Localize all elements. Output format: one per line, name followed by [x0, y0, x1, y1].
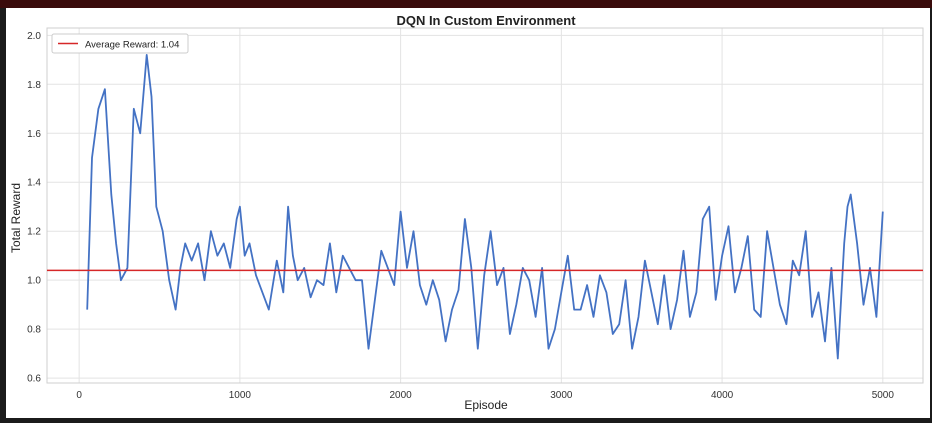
legend-label-average-reward: Average Reward: 1.04	[85, 40, 179, 51]
y-tick-label: 1.8	[27, 80, 41, 91]
window-top-bar	[0, 0, 932, 8]
y-tick-label: 1.6	[27, 129, 41, 140]
y-tick-label: 0.8	[27, 325, 41, 336]
legend: Average Reward: 1.04	[51, 33, 189, 54]
y-tick-label: 1.2	[27, 227, 41, 238]
x-axis-label: Episode	[464, 398, 508, 412]
y-tick-label: 1.4	[27, 178, 41, 189]
y-tick-label: 0.6	[27, 374, 41, 385]
y-axis-ticks: 0.6 0.8 1.0 1.2 1.4 1.6 1.8 2.0	[27, 31, 41, 385]
line-chart: DQN In Custom Environment 0 1000 2000 3000 4…	[9, 13, 924, 412]
y-axis-label: Total Reward	[9, 183, 23, 253]
grid	[47, 28, 923, 383]
x-tick-label: 1000	[229, 390, 252, 401]
series-line-total-reward	[86, 54, 884, 360]
x-axis-ticks: 0 1000 2000 3000 4000 5000	[76, 390, 894, 401]
chart-canvas: DQN In Custom Environment 0 1000 2000 3000 4…	[6, 8, 930, 418]
x-tick-label: 2000	[389, 390, 412, 401]
series-layer	[86, 54, 884, 360]
x-tick-label: 3000	[550, 390, 573, 401]
x-tick-label: 5000	[872, 390, 895, 401]
chart-title: DQN In Custom Environment	[396, 13, 576, 28]
x-tick-label: 0	[76, 390, 82, 401]
legend-box	[51, 33, 189, 54]
plot-area-border	[46, 27, 924, 384]
y-tick-label: 2.0	[27, 31, 41, 42]
x-tick-label: 4000	[711, 390, 734, 401]
y-tick-label: 1.0	[27, 276, 41, 287]
